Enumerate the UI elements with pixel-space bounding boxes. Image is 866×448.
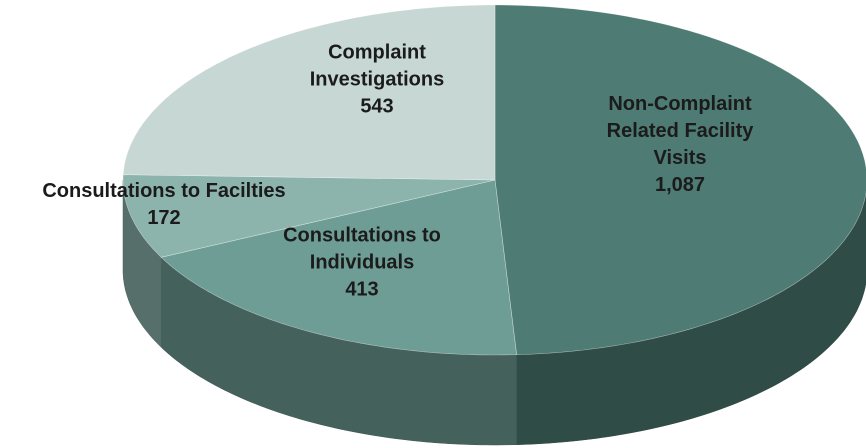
category-label: Non-Complaint Related Facility Visits xyxy=(606,93,754,169)
slice xyxy=(122,174,496,258)
slice xyxy=(122,4,496,181)
slice-label: Non-Complaint Related Facility Visits 1,0… xyxy=(580,91,780,199)
value-label: 543 xyxy=(360,95,394,118)
slice-label: Consultations to Individuals 413 xyxy=(262,223,462,304)
value-label: 413 xyxy=(345,278,379,301)
slice xyxy=(494,4,866,356)
slice xyxy=(160,179,517,356)
category-label: Consultations to Facilties xyxy=(42,180,286,202)
category-label: Consultations to Individuals xyxy=(283,224,441,274)
slice-label: Complaint Investigations 543 xyxy=(292,40,462,121)
category-label: Complaint Investigations xyxy=(309,41,445,91)
value-label: 172 xyxy=(147,207,181,229)
slice-label: Consultations to Facilties 172 xyxy=(0,178,329,232)
value-label: 1,087 xyxy=(654,174,706,196)
